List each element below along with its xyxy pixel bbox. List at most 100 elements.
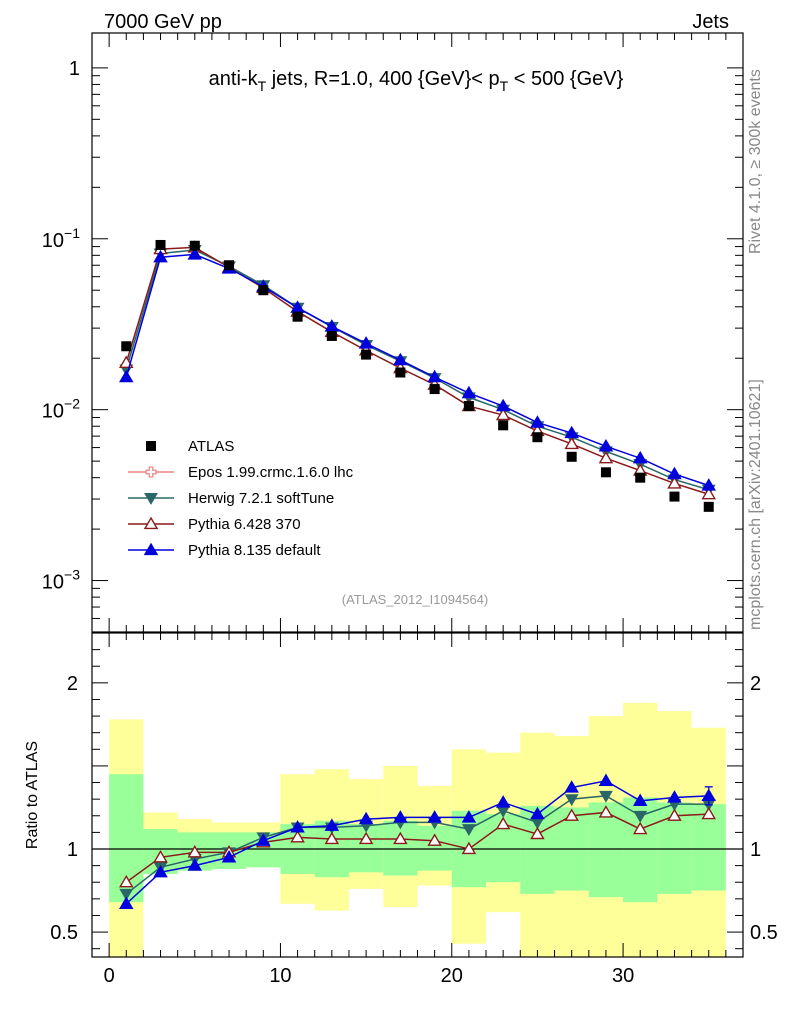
data-point-pythia-6-428-370 xyxy=(667,476,682,489)
ratio-point-pythia-8-135-default xyxy=(221,849,237,863)
ratio-y-tick-label-right: 2 xyxy=(750,673,761,695)
ratio-y-tick-label: 0.5 xyxy=(50,922,78,944)
ratio-line-herwig-7-2-1-softtune xyxy=(125,795,709,895)
ratio-point-herwig-7-2-1-softtune xyxy=(564,794,579,807)
legend-marker-pythia-8-135-default xyxy=(143,542,159,556)
ratio-point-herwig-7-2-1-softtune xyxy=(461,824,476,836)
legend-item-pythia-8-135-default: Pythia 8.135 default xyxy=(128,542,321,559)
ratio-point-pythia-8-135-default xyxy=(598,773,614,787)
data-point-pythia-8-135-default xyxy=(187,247,203,260)
ratio-point-herwig-7-2-1-softtune xyxy=(633,810,648,823)
data-point-atlas xyxy=(395,367,406,378)
ratio-point-pythia-8-135-default xyxy=(324,818,340,831)
x-tick-label: 30 xyxy=(612,965,634,987)
data-point-pythia-8-135-default xyxy=(598,439,614,452)
ratio-y-tick-label: 1 xyxy=(67,839,78,861)
legend-item-atlas: ATLAS xyxy=(146,438,234,455)
ratio-point-pythia-6-428-370 xyxy=(118,874,134,888)
x-tick-label: 20 xyxy=(441,965,463,987)
data-point-atlas xyxy=(258,285,269,296)
data-point-atlas xyxy=(429,384,440,395)
ratio-point-pythia-8-135-default xyxy=(667,790,682,803)
ratio-point-pythia-8-135-default xyxy=(632,793,648,806)
ratio-point-herwig-7-2-1-softtune xyxy=(119,888,134,901)
ratio-point-pythia-8-135-default xyxy=(187,858,203,871)
ratio-point-pythia-8-135-default xyxy=(530,806,545,820)
ratio-y-tick-label: 2 xyxy=(67,673,78,695)
ratio-point-pythia-6-428-370 xyxy=(427,833,442,846)
data-point-atlas xyxy=(189,240,200,251)
legend-item-pythia-6-428-370: Pythia 6.428 370 xyxy=(128,516,301,533)
legend-label-herwig-7-2-1-softtune: Herwig 7.2.1 softTune xyxy=(188,490,334,507)
ratio-point-pythia-6-428-370 xyxy=(632,821,648,835)
ratio-point-pythia-8-135-default xyxy=(290,820,305,833)
ratio-point-pythia-8-135-default xyxy=(564,780,579,793)
data-point-pythia-8-135-default xyxy=(153,249,168,263)
main-y-tick-label: 10−2 xyxy=(42,396,80,423)
ratio-point-pythia-6-428-370 xyxy=(461,841,477,855)
legend-marker-herwig-7-2-1-softtune xyxy=(144,493,158,505)
ratio-point-pythia-6-428-370 xyxy=(358,831,374,845)
data-point-atlas xyxy=(463,401,474,412)
ratio-point-pythia-6-428-370 xyxy=(564,808,579,821)
legend-marker-atlas xyxy=(146,441,156,451)
data-point-pythia-6-428-370 xyxy=(598,450,614,464)
legend-marker-epos-1-99-crmc-1-6-0-lhc-shape xyxy=(145,466,157,478)
ratio-point-pythia-6-428-370 xyxy=(598,805,614,818)
main-y-tick-label: 10−1 xyxy=(42,225,80,252)
ratio-point-pythia-6-428-370 xyxy=(153,849,168,863)
data-point-pythia-8-135-default xyxy=(530,415,545,428)
ratio-y-tick-label-right: 1 xyxy=(750,839,761,861)
legend-item-herwig-7-2-1-softtune: Herwig 7.2.1 softTune xyxy=(128,490,334,507)
ratio-point-herwig-7-2-1-softtune xyxy=(599,790,613,803)
data-point-atlas xyxy=(566,451,577,462)
ratio-point-pythia-8-135-default xyxy=(118,896,134,909)
data-point-pythia-8-135-default xyxy=(461,385,477,399)
uncertainty-band-green xyxy=(383,820,418,876)
ratio-point-pythia-6-428-370 xyxy=(187,844,203,858)
data-point-atlas xyxy=(121,341,132,352)
ratio-point-pythia-8-135-default xyxy=(495,795,511,808)
ratio-point-pythia-8-135-default xyxy=(427,810,442,823)
header-left-label: 7000 GeV pp xyxy=(104,11,222,33)
ratio-point-pythia-8-135-default xyxy=(153,864,168,878)
rivet-label: Rivet 4.1.0, ≥ 300k events xyxy=(747,69,764,254)
data-point-atlas xyxy=(600,467,611,478)
ratio-point-pythia-6-428-370 xyxy=(530,826,545,840)
data-point-atlas xyxy=(292,311,303,322)
data-point-atlas xyxy=(224,260,235,271)
ratio-point-pythia-6-428-370 xyxy=(324,831,340,845)
data-point-pythia-8-135-default xyxy=(324,319,340,332)
legend-label-pythia-6-428-370: Pythia 6.428 370 xyxy=(188,516,301,533)
x-tick-label: 10 xyxy=(269,965,291,987)
ratio-point-pythia-6-428-370 xyxy=(290,830,305,843)
data-point-atlas xyxy=(635,472,646,483)
ratio-point-pythia-8-135-default xyxy=(358,811,374,825)
data-point-pythia-8-135-default xyxy=(427,369,442,383)
legend-item-epos-1-99-crmc-1-6-0-lhc: Epos 1.99.crmc.1.6.0 lhc xyxy=(128,464,354,481)
data-point-atlas xyxy=(326,330,337,341)
mcplots-label: mcplots.cern.ch [arXiv:2401.10621] xyxy=(747,379,764,630)
main-y-tick-label: 10−3 xyxy=(42,567,80,594)
ratio-point-pythia-8-135-default xyxy=(256,833,271,846)
ratio-point-pythia-8-135-default xyxy=(393,810,408,823)
data-point-pythia-8-135-default xyxy=(667,466,682,480)
ratio-point-pythia-6-428-370 xyxy=(495,816,511,830)
ratio-y-tick-label-right: 0.5 xyxy=(750,922,778,944)
data-point-pythia-8-135-default xyxy=(393,352,408,366)
main-y-tick-label: 1 xyxy=(69,58,80,80)
ratio-point-pythia-6-428-370 xyxy=(701,806,717,820)
ratio-point-pythia-6-428-370 xyxy=(393,831,408,845)
legend-marker-pythia-6-428-370 xyxy=(143,516,159,530)
series-line-pythia-8-135-default xyxy=(125,253,709,487)
data-point-atlas xyxy=(155,239,166,250)
data-point-pythia-8-135-default xyxy=(118,369,134,383)
data-point-pythia-6-428-370 xyxy=(564,436,579,450)
uncertainty-band-green xyxy=(417,825,452,871)
data-point-pythia-6-428-370 xyxy=(495,407,511,421)
data-point-pythia-8-135-default xyxy=(701,478,717,491)
chart-title: anti-kT jets, R=1.0, 400 {GeV}< pT < 500… xyxy=(209,68,624,94)
data-point-atlas xyxy=(498,420,509,431)
x-tick-label: 0 xyxy=(104,965,115,987)
